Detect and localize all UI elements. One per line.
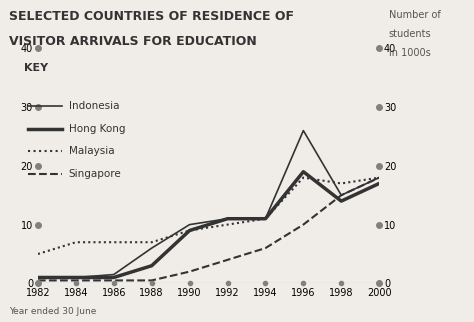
- Text: Singapore: Singapore: [69, 169, 121, 179]
- Text: Hong Kong: Hong Kong: [69, 124, 125, 134]
- Text: Malaysia: Malaysia: [69, 146, 114, 156]
- Text: Number of: Number of: [389, 10, 440, 20]
- Text: KEY: KEY: [24, 63, 48, 73]
- Text: Year ended 30 June: Year ended 30 June: [9, 307, 97, 316]
- Text: in 1000s: in 1000s: [389, 48, 430, 58]
- Text: Indonesia: Indonesia: [69, 101, 119, 111]
- Text: students: students: [389, 29, 431, 39]
- Text: VISITOR ARRIVALS FOR EDUCATION: VISITOR ARRIVALS FOR EDUCATION: [9, 35, 257, 48]
- Text: SELECTED COUNTRIES OF RESIDENCE OF: SELECTED COUNTRIES OF RESIDENCE OF: [9, 10, 294, 23]
